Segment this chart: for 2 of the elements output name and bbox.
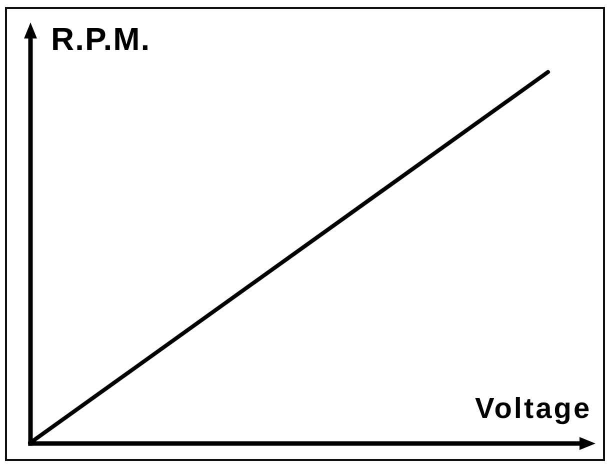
x-axis-title: Voltage xyxy=(475,393,592,425)
y-axis-title: R.P.M. xyxy=(51,21,151,57)
